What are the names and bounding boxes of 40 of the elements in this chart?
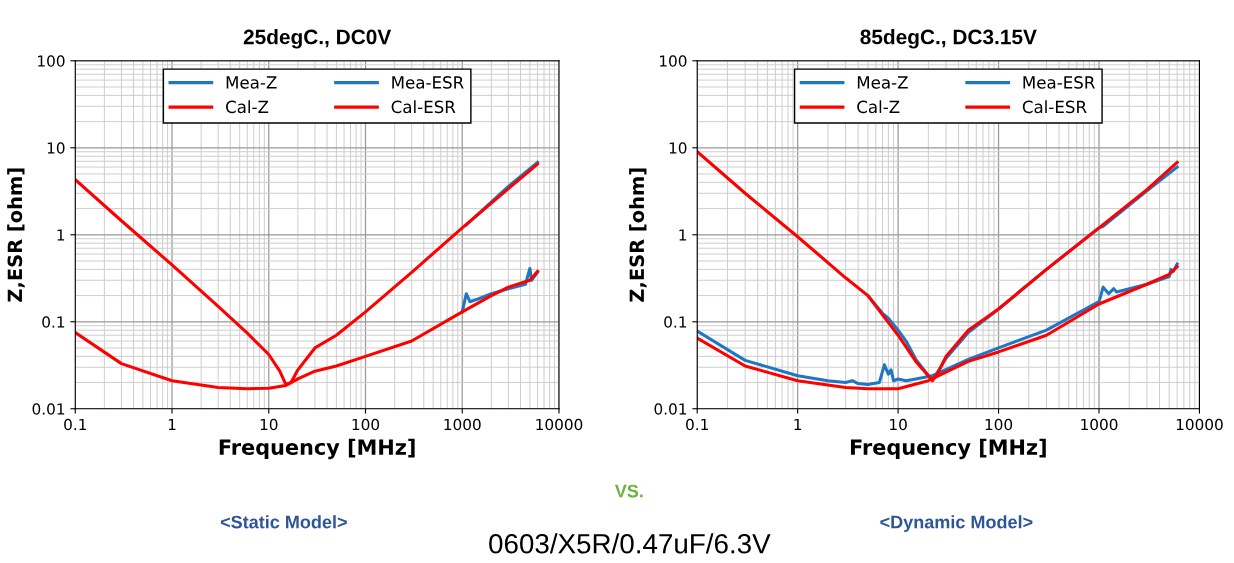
legend-label: Cal-Z xyxy=(225,100,269,114)
legend-label: Mea-ESR xyxy=(1023,76,1095,89)
text: <Dynamic Model> xyxy=(880,515,1033,533)
chart-title: 25degC., DC0V xyxy=(243,29,392,49)
y-tick-label: 0.01 xyxy=(654,403,687,415)
legend-label: Cal-ESR xyxy=(391,100,456,114)
text: VS. xyxy=(614,484,643,498)
y-axis-title: Z,ESR [ohm] xyxy=(629,168,647,302)
chart-title: 85degC., DC3.15V xyxy=(860,29,1037,49)
x-axis-title: Frequency [MHz] xyxy=(219,438,415,460)
x-tick-label: 1 xyxy=(794,418,802,431)
text: <Static Model> xyxy=(220,515,347,529)
x-tick-label: 1 xyxy=(168,418,176,431)
x-tick-label: 0.1 xyxy=(686,418,708,431)
y-tick-label: 10 xyxy=(47,142,65,154)
legend-label: Cal-ESR xyxy=(1022,100,1087,114)
text: 0603/X5R/0.47uF/6.3V xyxy=(489,533,771,554)
y-tick-label: 0.1 xyxy=(664,316,687,328)
x-tick-label: 1000 xyxy=(444,418,481,431)
x-tick-label: 0.1 xyxy=(64,418,87,431)
x-tick-label: 100 xyxy=(985,418,1013,431)
legend-label: Mea-Z xyxy=(857,76,908,89)
x-tick-label: 10 xyxy=(260,418,278,431)
x-tick-label: 100 xyxy=(352,418,380,431)
y-tick-label: 1 xyxy=(57,229,65,241)
y-tick-label: 100 xyxy=(38,55,65,67)
x-tick-label: 1000 xyxy=(1081,418,1118,431)
y-tick-label: 10 xyxy=(669,142,687,154)
y-axis-title: Z,ESR [ohm] xyxy=(7,168,25,302)
legend-label: Mea-ESR xyxy=(392,76,464,89)
legend-label: Cal-Z xyxy=(857,100,900,114)
y-tick-label: 1 xyxy=(679,229,687,241)
x-tick-label: 10000 xyxy=(536,418,583,431)
x-tick-label: 10000 xyxy=(1176,418,1223,431)
y-tick-label: 100 xyxy=(660,55,687,67)
x-tick-label: 10 xyxy=(890,418,907,431)
legend-label: Mea-Z xyxy=(226,76,277,89)
y-tick-label: 0.01 xyxy=(32,403,65,415)
y-tick-label: 0.1 xyxy=(42,316,65,328)
x-axis-title: Frequency [MHz] xyxy=(850,438,1046,460)
